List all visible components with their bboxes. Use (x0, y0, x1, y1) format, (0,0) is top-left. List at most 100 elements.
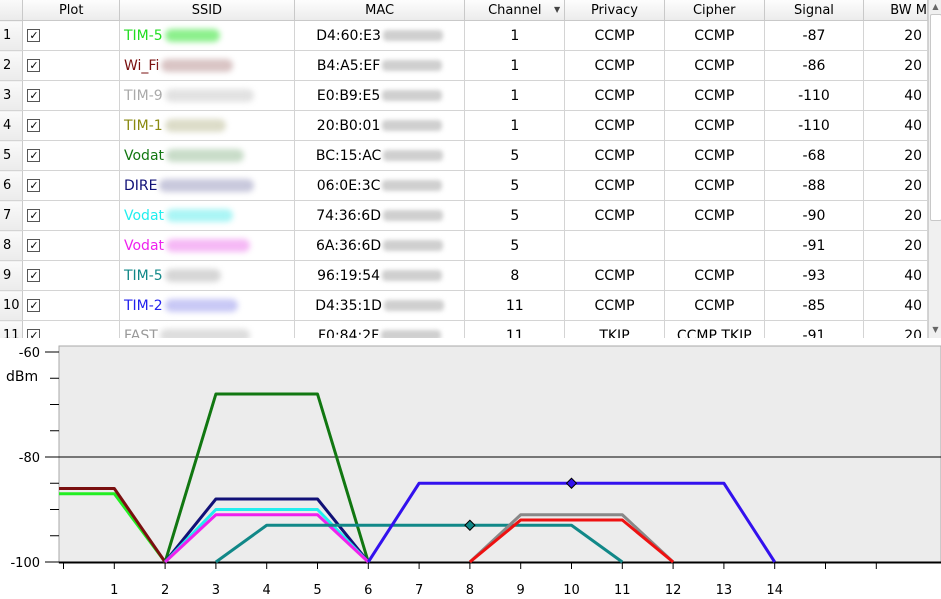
series-line[interactable] (164, 513, 370, 564)
signal-cell: -91 (764, 230, 865, 261)
x-tick-label: 7 (415, 583, 423, 598)
column-header-channel[interactable]: Channel ▼ (464, 0, 566, 21)
vertical-scrollbar[interactable]: ▲ ▼ (928, 0, 941, 338)
signal-cell: -91 (764, 320, 865, 338)
plot-checkbox[interactable]: ✓ (27, 329, 41, 338)
ssid-text: TIM-5 (124, 27, 163, 44)
mac-cell: E0:B9:E5 (294, 80, 466, 111)
row-number[interactable]: 1 (0, 20, 24, 51)
table-row[interactable]: 9 ✓ TIM-5 96:19:54 8 CCMP CCMP -93 40 (0, 260, 928, 291)
table-row[interactable]: 5 ✓ Vodat BC:15:AC 5 CCMP CCMP -68 20 (0, 140, 928, 171)
row-number[interactable]: 2 (0, 50, 24, 81)
series-line[interactable] (0, 487, 167, 563)
column-header-privacy[interactable]: Privacy (564, 0, 665, 21)
column-header-plot[interactable]: Plot (22, 0, 120, 21)
plot-checkbox[interactable]: ✓ (27, 119, 41, 132)
bw-cell: 40 (863, 290, 928, 321)
row-number[interactable]: 3 (0, 80, 24, 111)
ssid-text: Vodat (124, 237, 165, 254)
series-group (0, 392, 776, 564)
row-number[interactable]: 9 (0, 260, 24, 291)
ssid-cell: Vodat (119, 200, 295, 231)
series-line[interactable] (468, 518, 675, 564)
series-line[interactable] (163, 497, 370, 563)
column-header-bw[interactable]: BW M (863, 0, 928, 21)
series-line[interactable] (468, 513, 675, 564)
bw-cell: 20 (863, 230, 928, 261)
plot-cell: ✓ (22, 230, 120, 261)
bw-cell: 40 (863, 110, 928, 141)
channel-cell: 11 (464, 320, 566, 338)
plot-checkbox[interactable]: ✓ (27, 239, 41, 252)
column-header-ssid[interactable]: SSID (119, 0, 295, 21)
series-line[interactable] (164, 508, 370, 564)
channel-cell: 5 (464, 230, 566, 261)
row-number[interactable]: 5 (0, 140, 24, 171)
table-row[interactable]: 2 ✓ Wi_Fi B4:A5:EF 1 CCMP CCMP -86 20 (0, 50, 928, 81)
plot-checkbox[interactable]: ✓ (27, 179, 41, 192)
ssid-redaction (164, 89, 254, 102)
series-line[interactable] (163, 392, 370, 563)
table-row[interactable]: 7 ✓ Vodat 74:36:6D 5 CCMP CCMP -90 20 (0, 200, 928, 231)
row-number[interactable]: 7 (0, 200, 24, 231)
ssid-redaction (164, 119, 226, 132)
mac-text: B4:A5:EF (316, 57, 381, 74)
mac-text: 20:B0:01 (316, 117, 381, 134)
column-header-signal[interactable]: Signal (764, 0, 865, 21)
row-number[interactable]: 4 (0, 110, 24, 141)
channel-graph: -60 -80 -100 dBm 1 2 3 4 5 6 7 8 9 10 11 12 13 14 (0, 338, 941, 599)
privacy-cell: TKIP (564, 320, 665, 338)
row-number[interactable]: 8 (0, 230, 24, 261)
column-header-cipher[interactable]: Cipher (664, 0, 765, 21)
table-row[interactable]: 3 ✓ TIM-9 E0:B9:E5 1 CCMP CCMP -110 40 (0, 80, 928, 111)
ssid-cell: Wi_Fi (119, 50, 295, 81)
plot-checkbox[interactable]: ✓ (27, 269, 41, 282)
cipher-cell: CCMP (664, 200, 765, 231)
scroll-up-arrow-icon[interactable]: ▲ (932, 2, 939, 11)
row-number[interactable]: 6 (0, 170, 24, 201)
plot-cell: ✓ (22, 110, 120, 141)
ssid-text: Vodat (124, 207, 165, 224)
column-header-mac[interactable]: MAC (294, 0, 466, 21)
table-row[interactable]: 1 ✓ TIM-5 D4:60:E3 1 CCMP CCMP -87 20 (0, 20, 928, 51)
plot-checkbox[interactable]: ✓ (27, 149, 41, 162)
series-marker[interactable] (464, 519, 476, 531)
table-row[interactable]: 6 ✓ DIRE 06:0E:3C 5 CCMP CCMP -88 20 (0, 170, 928, 201)
row-number[interactable]: 11 (0, 320, 24, 338)
mac-text: 74:36:6D (316, 207, 381, 224)
plot-cell: ✓ (22, 80, 120, 111)
plot-checkbox[interactable]: ✓ (27, 299, 41, 312)
ssid-cell: Vodat (119, 140, 295, 171)
table-row[interactable]: 4 ✓ TIM-1 20:B0:01 1 CCMP CCMP -110 40 (0, 110, 928, 141)
table-row[interactable]: 10 ✓ TIM-2 D4:35:1D 11 CCMP CCMP -85 40 (0, 290, 928, 321)
ssid-redaction (164, 29, 220, 42)
privacy-cell: CCMP (564, 200, 665, 231)
cipher-cell (664, 230, 765, 261)
bw-cell: 40 (863, 260, 928, 291)
bw-cell: 20 (863, 50, 928, 81)
table-row[interactable]: 8 ✓ Vodat 6A:36:6D 5 -91 20 (0, 230, 928, 261)
signal-cell: -85 (764, 290, 865, 321)
table-header: Plot SSID MAC Channel ▼ Privacy Cipher Si… (0, 0, 928, 21)
row-number[interactable]: 10 (0, 290, 24, 321)
plot-checkbox[interactable]: ✓ (27, 59, 41, 72)
ssid-redaction (166, 239, 251, 252)
plot-checkbox[interactable]: ✓ (27, 209, 41, 222)
scroll-down-arrow-icon[interactable]: ▼ (932, 325, 939, 334)
channel-cell: 11 (464, 290, 566, 321)
x-tick-label: 4 (263, 583, 271, 598)
mac-cell: 96:19:54 (294, 260, 466, 291)
scrollbar-thumb[interactable] (930, 14, 941, 221)
channel-cell: 1 (464, 80, 566, 111)
x-tick-label: 1 (110, 583, 118, 598)
mac-text: D4:60:E3 (316, 27, 381, 44)
channel-cell: 8 (464, 260, 566, 291)
corner-header[interactable] (0, 0, 24, 21)
x-tick-label: 12 (665, 583, 682, 598)
plot-checkbox[interactable]: ✓ (27, 29, 41, 42)
signal-cell: -87 (764, 20, 865, 51)
series-line[interactable] (215, 523, 624, 564)
plot-checkbox[interactable]: ✓ (27, 89, 41, 102)
table-row[interactable]: 11 ✓ FAST F0:84:2F 11 TKIP CCMP TKIP -91 20 (0, 320, 928, 338)
series-marker[interactable] (565, 477, 578, 489)
